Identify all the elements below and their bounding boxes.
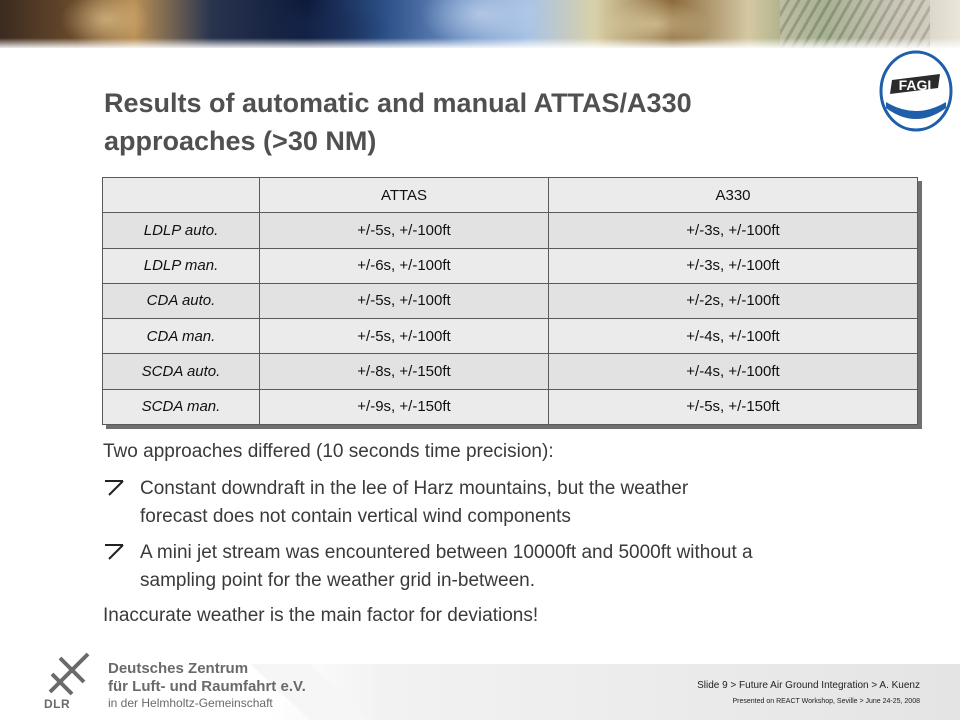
attas-cell: +/-5s, +/-100ft — [259, 282, 549, 320]
row-label: LDLP auto. — [102, 212, 260, 249]
page-title: Results of automatic and manual ATTAS/A3… — [104, 84, 844, 160]
fagi-logo-icon: FAGI — [879, 50, 953, 132]
footer-band — [0, 664, 960, 720]
bullet-arrow-icon — [105, 544, 124, 560]
bullet-text-line1: Constant downdraft in the lee of Harz mo… — [140, 478, 689, 499]
table-row: LDLP auto. +/-5s, +/-100ft +/-3s, +/-100… — [102, 212, 918, 249]
table-row: LDLP man. +/-6s, +/-100ft +/-3s, +/-100f… — [102, 247, 918, 284]
conclusion-text: Inaccurate weather is the main factor fo… — [103, 605, 539, 626]
a330-cell: +/-5s, +/-150ft — [548, 388, 918, 426]
footer-divider — [250, 664, 370, 720]
a330-cell: +/-3s, +/-100ft — [548, 247, 918, 284]
a330-cell: +/-3s, +/-100ft — [548, 212, 918, 249]
org-line-2: für Luft- und Raumfahrt e.V. — [108, 678, 306, 695]
results-table: ATTAS A330 LDLP auto. +/-5s, +/-100ft +/… — [102, 176, 918, 426]
table-header-a330: A330 — [548, 176, 918, 214]
table-row: CDA auto. +/-5s, +/-100ft +/-2s, +/-100f… — [102, 282, 918, 320]
organization-sub: in der Helmholtz-Gemeinschaft — [108, 696, 273, 710]
a330-cell: +/-4s, +/-100ft — [548, 318, 918, 355]
table-row: SCDA man. +/-9s, +/-150ft +/-5s, +/-150f… — [102, 388, 918, 426]
org-line-1: Deutsches Zentrum — [108, 660, 249, 677]
bullet-text-line1: A mini jet stream was encountered betwee… — [140, 542, 753, 563]
title-line-2: approaches (>30 NM) — [104, 126, 377, 156]
table-header-row: ATTAS A330 — [102, 176, 918, 214]
bullet-item: A mini jet stream was encountered betwee… — [103, 539, 933, 595]
bullet-text-line2: forecast does not contain vertical wind … — [140, 506, 571, 527]
title-line-1: Results of automatic and manual ATTAS/A3… — [104, 88, 692, 118]
attas-cell: +/-6s, +/-100ft — [259, 247, 549, 284]
attas-cell: +/-5s, +/-100ft — [259, 212, 549, 249]
attas-cell: +/-5s, +/-100ft — [259, 318, 549, 355]
presented-note: Presented on REACT Workshop, Seville > J… — [732, 698, 921, 705]
bullet-item: Constant downdraft in the lee of Harz mo… — [103, 475, 933, 531]
header-banner — [0, 0, 960, 48]
a330-cell: +/-2s, +/-100ft — [548, 282, 918, 320]
row-label: CDA man. — [102, 318, 260, 355]
slide-reference: Slide 9 > Future Air Ground Integration … — [697, 680, 920, 691]
row-label: SCDA auto. — [102, 353, 260, 390]
table-row: SCDA auto. +/-8s, +/-150ft +/-4s, +/-100… — [102, 353, 918, 390]
a330-cell: +/-4s, +/-100ft — [548, 353, 918, 390]
bullet-text-line2: sampling point for the weather grid in-b… — [140, 570, 536, 591]
row-label: SCDA man. — [102, 388, 260, 426]
table-header-empty — [102, 176, 260, 214]
attas-cell: +/-9s, +/-150ft — [259, 388, 549, 426]
table-row: CDA man. +/-5s, +/-100ft +/-4s, +/-100ft — [102, 318, 918, 355]
row-label: CDA auto. — [102, 282, 260, 320]
row-label: LDLP man. — [102, 247, 260, 284]
table-header-attas: ATTAS — [259, 176, 549, 214]
dlr-wordmark: DLR — [44, 697, 71, 711]
attas-cell: +/-8s, +/-150ft — [259, 353, 549, 390]
bullet-arrow-icon — [105, 480, 124, 496]
dlr-logo-icon — [48, 652, 90, 696]
organization-name: Deutsches Zentrum für Luft- und Raumfahr… — [108, 660, 306, 696]
svg-text:FAGI: FAGI — [899, 77, 932, 93]
intro-text: Two approaches differed (10 seconds time… — [103, 441, 554, 462]
